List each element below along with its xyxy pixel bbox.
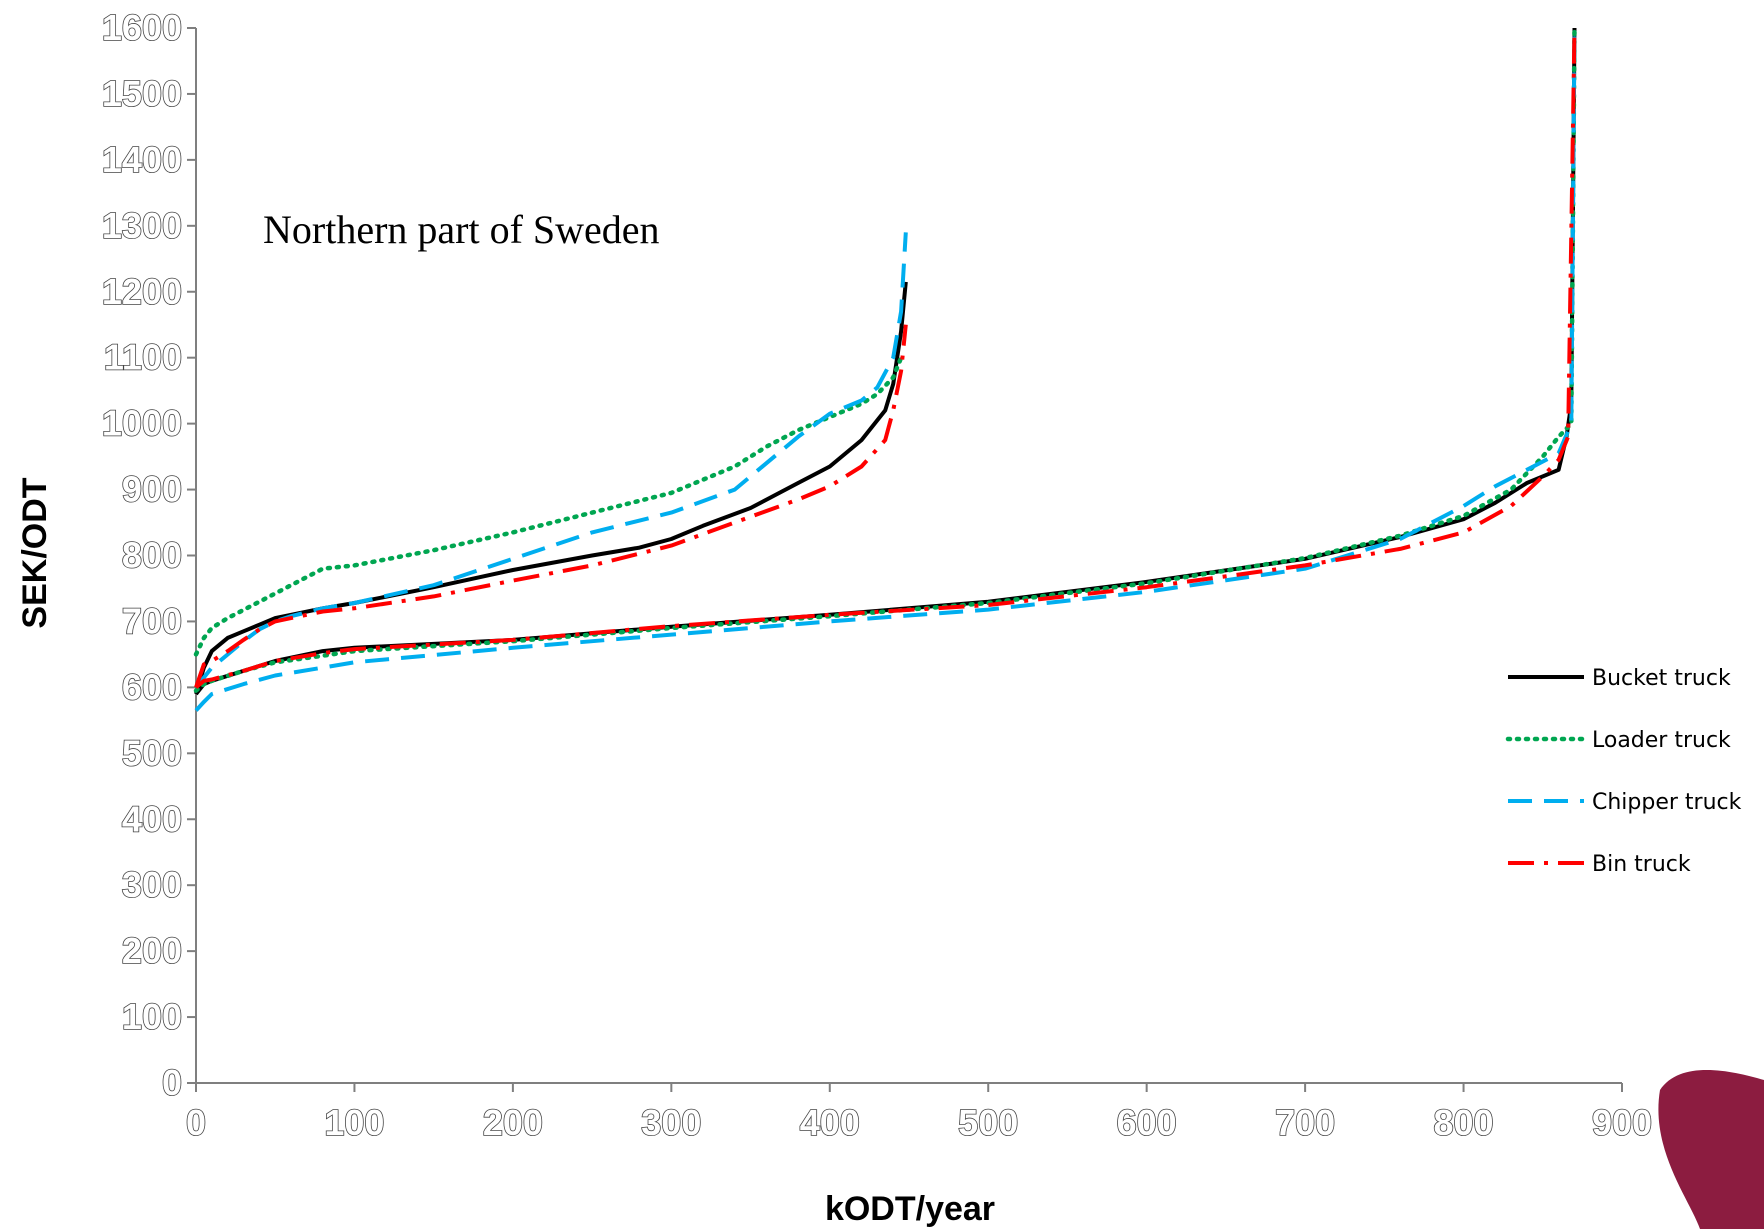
legend: Bucket truck Loader truck Chipper truck Bin… — [1505, 666, 1742, 877]
y-tick-label: 1000 — [102, 403, 182, 444]
y-tick-label: 1300 — [102, 205, 182, 246]
x-tick-label: 500 — [958, 1102, 1018, 1143]
y-tick-label: 700 — [122, 600, 182, 641]
x-axis-title: kODT/year — [825, 1190, 995, 1228]
y-tick-label: 800 — [122, 535, 182, 576]
y-tick-label: 300 — [122, 864, 182, 905]
x-tick-label: 700 — [1275, 1102, 1335, 1143]
legend-label-bucket-truck: Bucket truck — [1592, 666, 1731, 691]
y-tick-label: 1500 — [102, 73, 182, 114]
series-loader-truck-upper — [193, 355, 904, 657]
legend-label-chipper-truck: Chipper truck — [1592, 790, 1742, 815]
x-tick-label: 100 — [324, 1102, 384, 1143]
series-bucket-truck-upper — [194, 281, 908, 695]
y-tick-label: 900 — [122, 469, 182, 510]
series-chipper-truck-lower — [194, 27, 1577, 712]
x-tick-label: 900 — [1592, 1102, 1652, 1143]
legend-label-bin-truck: Bin truck — [1592, 852, 1691, 877]
y-tick-label: 1200 — [102, 271, 182, 312]
y-tick-label: 1600 — [102, 7, 182, 48]
x-tick-label: 400 — [800, 1102, 860, 1143]
series-bin-truck-lower — [194, 27, 1577, 689]
x-tick-label: 0 — [186, 1102, 206, 1143]
y-tick-label: 1400 — [102, 139, 182, 180]
series-bin-truck-upper — [194, 324, 908, 689]
x-tick-label: 200 — [483, 1102, 543, 1143]
y-tick-label: 1100 — [104, 337, 182, 378]
chart-annotation: Northern part of Sweden — [263, 207, 660, 252]
y-tick-label: 400 — [122, 798, 182, 839]
y-tick-label: 500 — [122, 732, 182, 773]
legend-label-loader-truck: Loader truck — [1592, 728, 1731, 753]
y-tick-label: 100 — [122, 996, 182, 1037]
y-tick-label: 600 — [122, 666, 182, 707]
x-tick-label: 300 — [641, 1102, 701, 1143]
logo-decoration — [1658, 1070, 1764, 1229]
x-tick-label: 800 — [1434, 1102, 1494, 1143]
axes: 0100200300400500600700800900100011001200… — [101, 6, 1653, 1144]
y-tick-label: 200 — [122, 930, 182, 971]
x-tick-label: 600 — [1117, 1102, 1177, 1143]
series-layer — [193, 25, 1577, 712]
y-tick-label: 0 — [162, 1062, 182, 1103]
y-axis-title: SEK/ODT — [16, 477, 54, 628]
